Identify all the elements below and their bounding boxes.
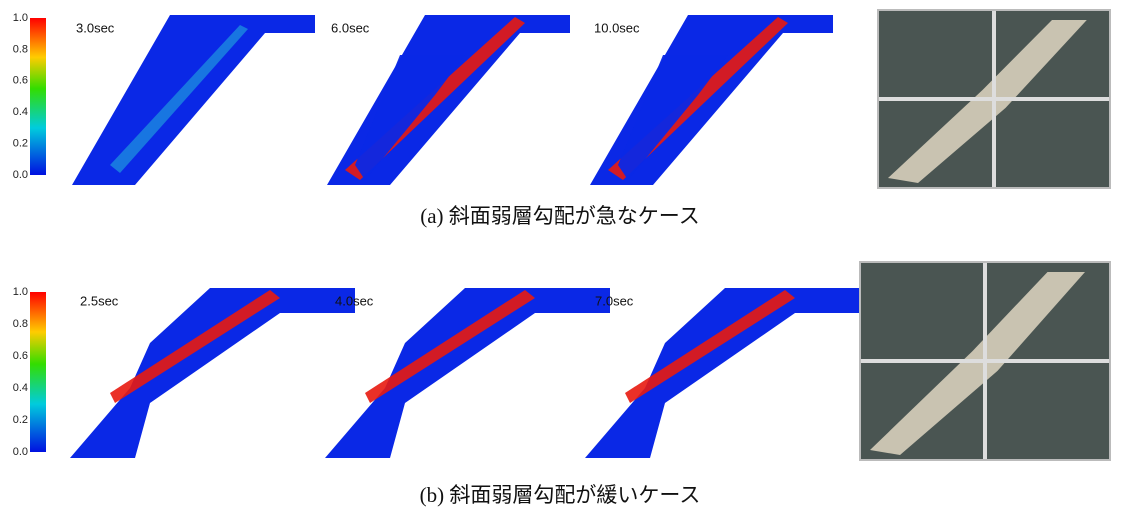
photo-border — [877, 9, 1111, 189]
slide-block — [355, 55, 465, 180]
time-label: 2.5sec — [80, 293, 119, 308]
weak-layer — [110, 25, 248, 173]
weak-layer — [625, 290, 795, 403]
colorbar-tick-label: 0.4 — [13, 382, 28, 394]
colorbar-tick-label: 0.2 — [13, 414, 28, 426]
slide-block — [618, 55, 728, 180]
colorbar-tick-label: 0.0 — [13, 169, 28, 181]
colorbar-tick-label: 0.8 — [13, 43, 28, 55]
caption: (b) 斜面弱層勾配が緩いケース — [420, 483, 701, 507]
weak-layer — [365, 290, 535, 403]
time-label: 3.0sec — [76, 20, 115, 35]
caption: (a) 斜面弱層勾配が急なケース — [420, 204, 700, 228]
photo-border — [859, 261, 1111, 461]
slope-model — [72, 15, 315, 185]
colorbar-tick-label: 1.0 — [13, 286, 28, 298]
slope-model — [325, 288, 610, 458]
colorbar — [30, 18, 46, 175]
slope-model — [585, 288, 870, 458]
colorbar-tick-label: 0.0 — [13, 446, 28, 458]
colorbar-tick-label: 0.4 — [13, 106, 28, 118]
colorbar — [30, 292, 46, 452]
slope-model — [70, 288, 355, 458]
time-label: 10.0sec — [594, 20, 640, 35]
time-label: 7.0sec — [595, 293, 634, 308]
colorbar-tick-label: 1.0 — [13, 12, 28, 24]
colorbar-tick-label: 0.6 — [13, 350, 28, 362]
weak-layer — [110, 290, 280, 403]
time-label: 4.0sec — [335, 293, 374, 308]
photo-soil — [870, 272, 1085, 455]
photo-soil — [888, 20, 1087, 183]
colorbar-tick-label: 0.2 — [13, 138, 28, 150]
colorbar-tick-label: 0.6 — [13, 75, 28, 87]
colorbar-tick-label: 0.8 — [13, 318, 28, 330]
time-label: 6.0sec — [331, 20, 370, 35]
